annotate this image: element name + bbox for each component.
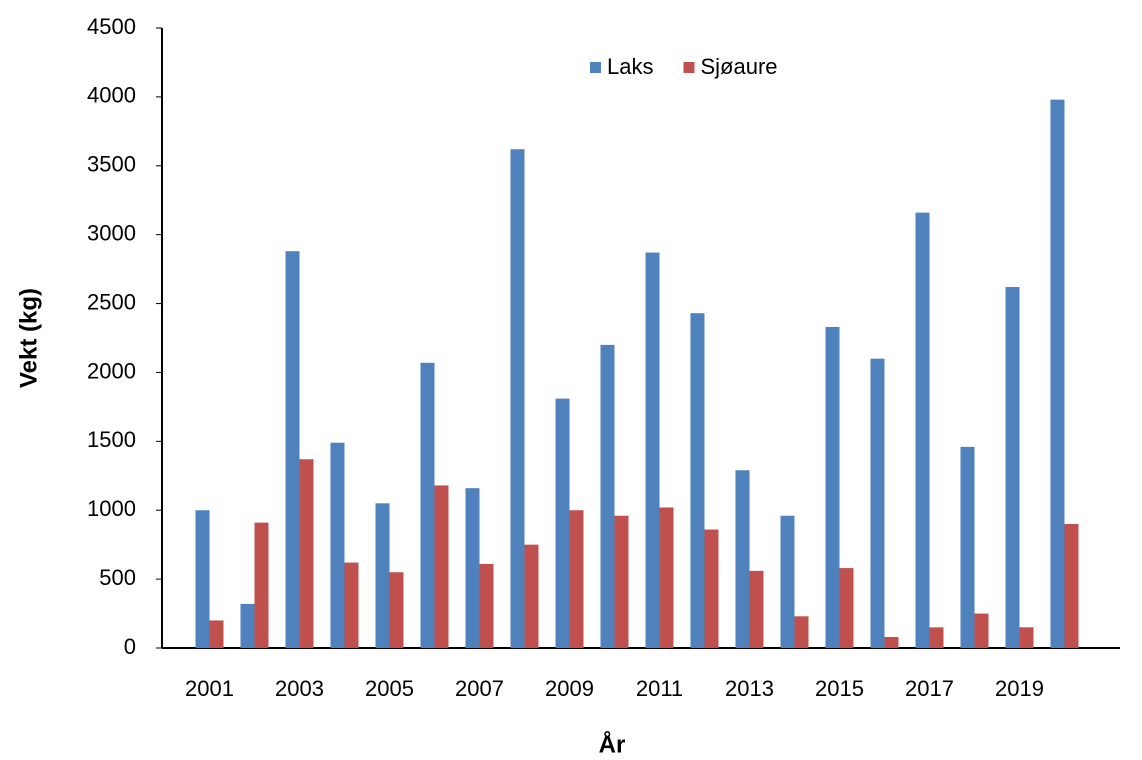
bar — [1050, 99, 1065, 648]
x-tick-label: 2011 — [636, 676, 683, 701]
bar — [645, 252, 660, 649]
y-tick-label: 4000 — [87, 83, 136, 108]
bar — [330, 442, 345, 648]
x-tick-label: 2005 — [365, 676, 414, 701]
bar — [209, 620, 224, 648]
bar — [915, 212, 930, 648]
bar — [974, 613, 989, 648]
x-tick-label: 2003 — [275, 676, 324, 701]
bar — [344, 562, 359, 648]
bar — [659, 507, 674, 648]
x-tick-label: 2015 — [815, 676, 864, 701]
bar — [1005, 287, 1020, 648]
x-tick-label: 2017 — [905, 676, 954, 701]
bar — [524, 544, 539, 648]
bar — [690, 313, 705, 648]
bar — [569, 510, 584, 648]
bar — [614, 515, 629, 648]
x-tick-label: 2001 — [185, 676, 234, 701]
y-tick-label: 2000 — [87, 358, 136, 383]
bar — [1064, 524, 1079, 648]
bar — [749, 570, 764, 648]
bar — [884, 636, 899, 648]
bar — [825, 326, 840, 648]
bar — [839, 568, 854, 648]
bar — [704, 529, 719, 648]
bar — [389, 572, 404, 648]
x-tick-label: 2019 — [995, 676, 1044, 701]
y-tick-label: 1000 — [87, 496, 136, 521]
y-tick-label: 500 — [99, 565, 136, 590]
bar — [794, 616, 809, 648]
bar — [240, 603, 255, 648]
y-tick-label: 1500 — [87, 427, 136, 452]
bar — [600, 344, 615, 648]
bar — [420, 362, 435, 648]
y-tick-label: 4500 — [87, 14, 136, 39]
bar — [434, 485, 449, 648]
x-tick-label: 2009 — [545, 676, 594, 701]
y-tick-label: 3500 — [87, 152, 136, 177]
bar — [299, 459, 314, 648]
x-axis-label: År — [599, 730, 626, 758]
bar — [1019, 627, 1034, 648]
bar — [375, 503, 390, 648]
bar — [870, 358, 885, 648]
bar — [735, 470, 750, 648]
bar — [285, 251, 300, 648]
bar — [479, 563, 494, 648]
bar — [929, 627, 944, 648]
y-tick-label: 3000 — [87, 220, 136, 245]
legend-label: Sjøaure — [700, 54, 777, 79]
bar — [254, 522, 269, 648]
bar — [465, 488, 480, 648]
legend-label: Laks — [607, 54, 653, 79]
bar — [960, 446, 975, 648]
legend-swatch — [683, 62, 695, 73]
bar — [780, 515, 795, 648]
x-tick-label: 2013 — [725, 676, 774, 701]
y-axis-label: Vekt (kg) — [15, 288, 42, 388]
x-tick-label: 2007 — [455, 676, 504, 701]
bar — [555, 398, 570, 648]
bar — [510, 149, 525, 648]
y-tick-label: 2500 — [87, 289, 136, 314]
bar — [195, 510, 210, 648]
y-tick-label: 0 — [124, 634, 136, 659]
legend-swatch — [590, 62, 601, 73]
